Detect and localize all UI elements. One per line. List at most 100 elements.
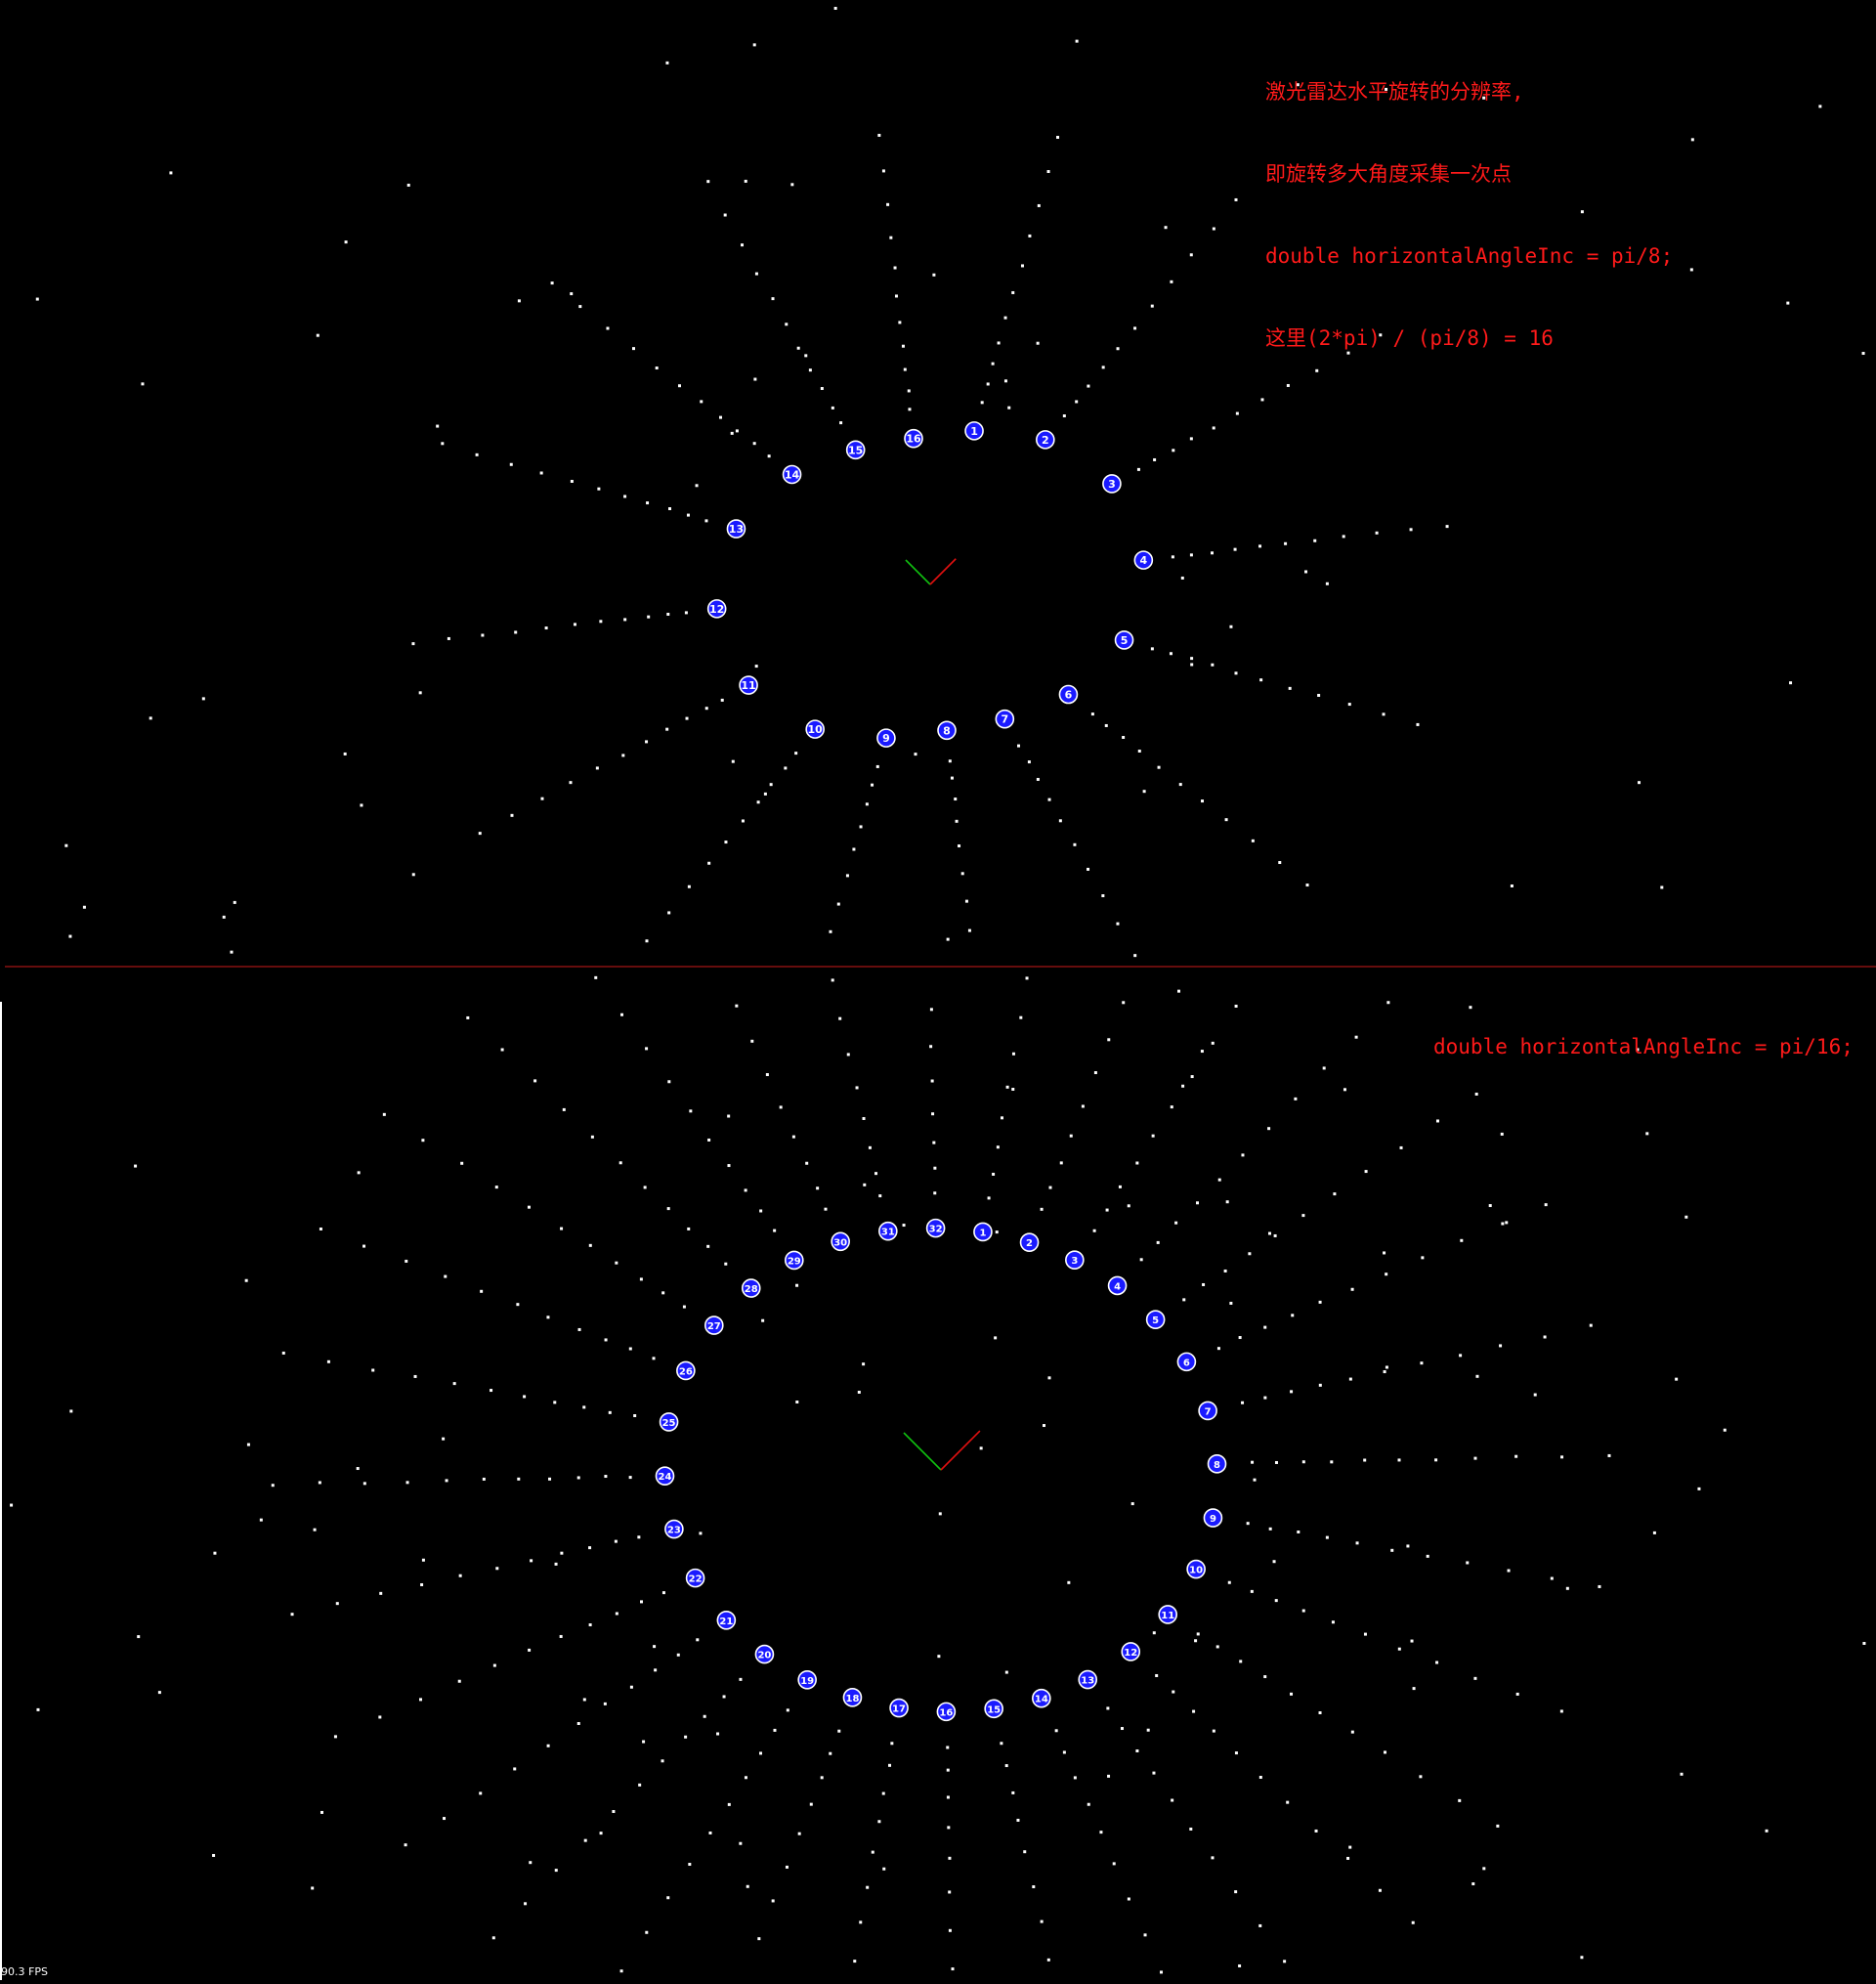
- bottom-ray-6-point: [1421, 1256, 1425, 1260]
- top-ray-1-point: [997, 341, 1001, 345]
- bottom-ray-27-point: [639, 1277, 643, 1281]
- top-scatter-point: [665, 61, 669, 65]
- bottom-ring-marker-19-label: 19: [800, 1676, 814, 1687]
- bottom-ring-marker-8-label: 8: [1214, 1460, 1220, 1471]
- bottom-ray-21-point: [479, 1791, 483, 1795]
- top-ray-12-point: [647, 615, 651, 619]
- bottom-ray-1-point: [1011, 1052, 1015, 1056]
- bottom-ring-marker-16: 16: [936, 1702, 957, 1722]
- bottom-ray-20-point: [524, 1902, 528, 1906]
- bottom-ray-2-point: [1059, 1161, 1063, 1165]
- bottom-ray-8-point: [1434, 1458, 1438, 1462]
- top-annotation-line-3: double horizontalAngleInc = pi/8;: [1265, 244, 1674, 268]
- bottom-ring-marker-29-label: 29: [788, 1256, 801, 1267]
- bottom-ray-7-point: [1348, 1377, 1352, 1381]
- bottom-ray-15-point: [1011, 1790, 1015, 1794]
- top-ray-11-point: [685, 716, 689, 720]
- top-scatter-point: [1580, 210, 1584, 214]
- bottom-ring-marker-6-circle: [1176, 1352, 1197, 1372]
- bottom-ray-16-point: [946, 1746, 950, 1749]
- top-ray-7-point: [1087, 867, 1090, 871]
- bottom-scatter-point: [1253, 1478, 1257, 1482]
- bottom-scatter-point: [213, 1551, 217, 1555]
- top-ray-2-point: [1234, 197, 1238, 201]
- bottom-scatter-point: [1047, 1376, 1051, 1380]
- bottom-ring-marker-11: 11: [1158, 1605, 1178, 1624]
- top-ring-marker-6-label: 6: [1065, 689, 1073, 702]
- top-ring-marker-14: 14: [782, 464, 802, 485]
- bottom-ray-22-point: [588, 1623, 592, 1627]
- top-ray-9-point: [875, 764, 879, 768]
- top-ray-9-point: [852, 847, 856, 851]
- bottom-ray-24-point: [482, 1477, 486, 1481]
- top-scatter-point: [752, 43, 756, 47]
- bottom-ray-5-point: [1474, 1092, 1478, 1096]
- top-ring-marker-4-circle: [1133, 550, 1154, 570]
- bottom-ray-22-point: [528, 1648, 532, 1652]
- bottom-ray-9-point: [1390, 1548, 1394, 1552]
- bottom-ring-marker-5-circle: [1145, 1310, 1166, 1330]
- bottom-ring-marker-1-circle: [973, 1222, 993, 1242]
- top-ray-16-point: [907, 389, 911, 393]
- bottom-ring-marker-25: 25: [659, 1412, 679, 1432]
- bottom-scatter-point: [862, 1362, 866, 1366]
- bottom-ray-29-point: [667, 1080, 671, 1084]
- bottom-ring-marker-2-label: 2: [1026, 1238, 1033, 1249]
- bottom-scatter-point: [1469, 1006, 1472, 1010]
- bottom-ray-19-point: [744, 1776, 747, 1780]
- top-ray-16-point: [881, 169, 885, 173]
- bottom-ring-marker-6-label: 6: [1183, 1358, 1190, 1368]
- top-ring-marker-12: 12: [706, 599, 727, 619]
- bottom-scatter-point: [1488, 1204, 1492, 1208]
- top-ray-12-point: [514, 630, 518, 634]
- bottom-scatter-point: [795, 1283, 799, 1287]
- bottom-axis-green: [903, 1432, 942, 1471]
- bottom-ray-26-point: [516, 1303, 520, 1307]
- top-ray-4-point: [1284, 541, 1288, 545]
- top-ray-4-point: [1409, 528, 1413, 532]
- top-ray-7-point: [1036, 777, 1040, 781]
- bottom-ray-29-point: [689, 1109, 693, 1113]
- top-ray-12-point: [599, 620, 603, 624]
- bottom-scatter-point: [1343, 1088, 1346, 1092]
- top-ray-10-point: [769, 783, 773, 787]
- bottom-ring-marker-7-label: 7: [1205, 1406, 1212, 1417]
- top-ray-3-point: [1189, 437, 1193, 441]
- top-ray-4-point: [1233, 547, 1237, 551]
- bottom-ray-2-point: [1069, 1134, 1073, 1138]
- bottom-ray-28-point: [687, 1227, 691, 1230]
- bottom-ring-marker-21-circle: [716, 1610, 737, 1630]
- top-ray-2-point: [1101, 366, 1105, 369]
- top-ray-6-point: [1201, 799, 1205, 803]
- top-ring-marker-3-label: 3: [1108, 478, 1116, 491]
- top-ray-6-point: [1305, 884, 1309, 887]
- bottom-scatter-point: [1636, 1048, 1640, 1052]
- bottom-ring-marker-22: 22: [685, 1568, 705, 1588]
- bottom-ray-25-point: [582, 1405, 586, 1409]
- bottom-ray-12-point: [1212, 1729, 1215, 1733]
- top-ring-marker-7-circle: [995, 709, 1015, 729]
- bottom-axis-red: [940, 1430, 981, 1471]
- top-ray-8-point: [955, 819, 959, 823]
- bottom-scatter-point: [1675, 1377, 1679, 1381]
- bottom-ray-9-point: [1507, 1569, 1511, 1573]
- top-scatter-point: [946, 937, 950, 941]
- bottom-ray-7-point: [1383, 1370, 1386, 1374]
- top-ray-10-point: [667, 911, 671, 915]
- bottom-scatter-point: [157, 1691, 161, 1695]
- bottom-scatter-point: [994, 1336, 998, 1340]
- top-ray-8-point: [954, 798, 958, 801]
- bottom-ring-marker-4: 4: [1107, 1275, 1128, 1296]
- bottom-ray-24-point: [318, 1481, 321, 1485]
- top-ray-12-point: [573, 623, 576, 626]
- bottom-ray-11-point: [1458, 1798, 1462, 1802]
- bottom-ray-4-point: [1267, 1127, 1271, 1131]
- bottom-ring-marker-16-label: 16: [939, 1707, 953, 1718]
- bottom-ray-16-point: [948, 1890, 952, 1894]
- bottom-ray-20-point: [661, 1759, 664, 1763]
- bottom-ray-27-point: [494, 1186, 498, 1189]
- top-ray-7-point: [1101, 894, 1105, 898]
- bottom-scatter-point: [1004, 1670, 1008, 1674]
